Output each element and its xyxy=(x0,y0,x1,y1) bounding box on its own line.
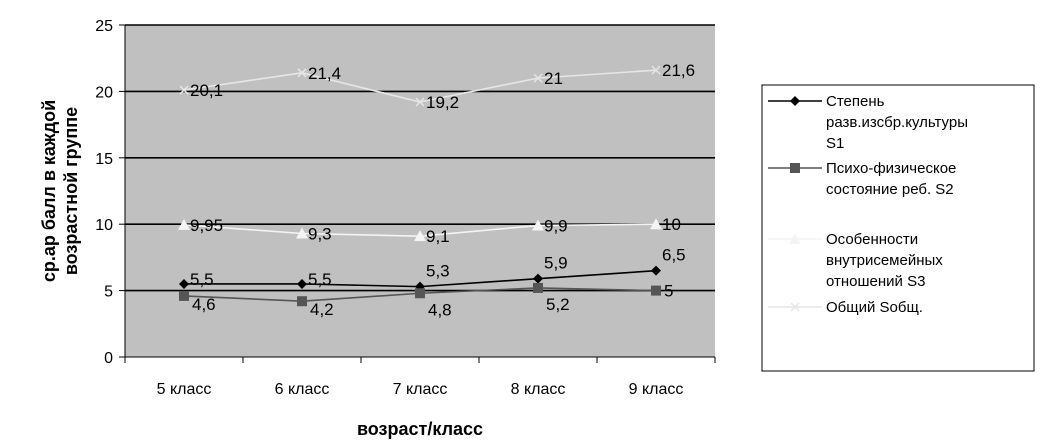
x-tick-label: 5 класс xyxy=(157,381,212,398)
series-3-point xyxy=(414,230,426,242)
y-tick-label: 10 xyxy=(95,217,113,234)
x-tick-label: 9 класс xyxy=(629,381,684,398)
legend-marker-3 xyxy=(789,233,801,244)
legend-box xyxy=(761,84,1035,372)
legend-label-3: Особенности xyxy=(826,231,918,248)
legend-marker-4 xyxy=(790,302,800,312)
data-label-series-4: 21 xyxy=(544,69,563,88)
legend-label-2: состояние реб. S2 xyxy=(826,181,954,198)
y-axis-title-line: возрастной группе xyxy=(61,107,81,275)
y-tick-label: 25 xyxy=(95,18,113,35)
x-tick-label: 7 класс xyxy=(393,381,448,398)
y-tick-label: 15 xyxy=(95,151,113,168)
data-label-series-4: 21,6 xyxy=(662,61,695,80)
series-3-point xyxy=(296,227,308,239)
legend-label-3: отношений S3 xyxy=(826,273,925,290)
y-axis-title-line: ср.ар балл в каждой xyxy=(39,100,59,282)
data-label-series-3: 9,3 xyxy=(308,224,332,243)
series-layer xyxy=(178,65,662,307)
series-2-point xyxy=(533,282,543,293)
x-axis: 5 класс 6 класс 7 класс 8 класс 9 класс xyxy=(124,356,716,398)
data-label-series-4: 19,2 xyxy=(426,93,459,112)
data-label-series-2: 4,6 xyxy=(192,295,216,314)
data-label-series-2: 5 xyxy=(664,282,673,301)
data-label-series-1: 5,3 xyxy=(426,262,450,281)
data-label-series-1: 5,9 xyxy=(544,254,568,273)
legend-label-2: Психо-физическое xyxy=(826,160,956,177)
series-2-point xyxy=(179,290,189,301)
series-4-point xyxy=(533,73,543,83)
data-label-series-1: 5,5 xyxy=(190,270,214,289)
series-2-point xyxy=(415,288,425,299)
x-tick-label: 6 класс xyxy=(275,381,330,398)
legend-label-3: внутрисемейных xyxy=(826,252,943,269)
legend-label-1: Степень xyxy=(826,93,885,110)
legend-marker-2 xyxy=(790,163,800,173)
series-3-point xyxy=(650,218,662,230)
legend-marker-1 xyxy=(790,96,800,106)
legend-label-1: S1 xyxy=(826,135,844,152)
series-1-point xyxy=(651,265,661,276)
plot-area xyxy=(125,25,715,357)
y-tick-label: 20 xyxy=(95,84,113,101)
y-axis: 0 5 10 15 20 25 xyxy=(95,18,126,367)
series-4-point xyxy=(297,68,307,78)
legend: Степень разв.изсбр.культуры S1 Психо-физиче… xyxy=(761,84,1035,372)
data-label-series-4: 21,4 xyxy=(308,64,341,83)
data-label-series-1: 5,5 xyxy=(308,270,332,289)
data-label-series-2: 4,2 xyxy=(310,300,334,319)
data-label-series-2: 5,2 xyxy=(546,295,570,314)
y-tick-label: 0 xyxy=(104,350,113,367)
x-tick-label: 8 класс xyxy=(511,381,566,398)
legend-label-4: Общий Sобщ. xyxy=(826,299,923,316)
series-3-point xyxy=(532,219,544,231)
series-1-point xyxy=(179,278,189,289)
series-3-point xyxy=(178,218,190,230)
data-label-series-3: 9,1 xyxy=(426,227,450,246)
series-2-point xyxy=(651,285,661,296)
y-axis-title: ср.ар балл в каждой возрастной группе xyxy=(39,100,81,282)
legend-label-1: разв.изсбр.культуры xyxy=(826,114,968,131)
data-label-series-4: 20,1 xyxy=(190,81,223,100)
series-1-point xyxy=(297,278,307,289)
series-4-point xyxy=(179,85,189,95)
data-label-series-3: 10 xyxy=(662,215,681,234)
data-label-series-3: 9,9 xyxy=(544,217,568,236)
y-tick-label: 5 xyxy=(104,284,113,301)
series-4-point xyxy=(651,65,661,75)
series-1-point xyxy=(533,273,543,284)
data-label-series-3: 9,95 xyxy=(190,216,223,235)
data-label-series-2: 4,8 xyxy=(428,300,452,319)
data-label-series-1: 6,5 xyxy=(662,246,686,265)
data-labels: 5,5 5,5 5,3 5,9 6,5 4,6 4,2 4,8 5,2 5 9,95 9,3 9,1 9,… xyxy=(190,61,695,319)
series-2-point xyxy=(297,296,307,307)
gridlines xyxy=(125,24,715,292)
x-axis-title: возраст/класс xyxy=(357,419,483,439)
series-4-point xyxy=(415,97,425,107)
